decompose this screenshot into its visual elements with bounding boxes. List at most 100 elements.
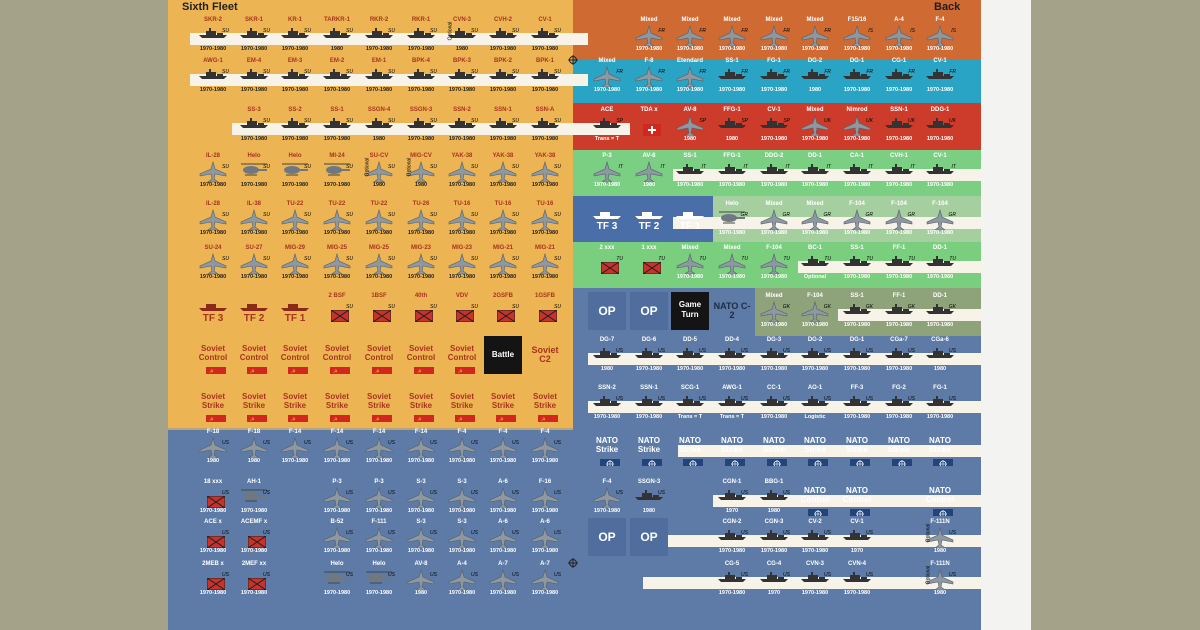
counter[interactable]: CVH-1 IT 1970-1980 [880,152,918,190]
counter[interactable]: NATO Strike [671,428,709,466]
counter[interactable]: AV-8 SP 1980 [671,106,709,144]
counter[interactable]: P-3 US 1970-1980 [318,478,356,516]
counter[interactable]: Mixed GR 1970-1980 [755,200,793,238]
counter[interactable]: EM-3 SU 1970-1980 [276,57,314,95]
counter[interactable]: IL-28 SU 1970-1980 [194,152,232,190]
counter[interactable]: 2MEB x US 1970-1980 [194,560,232,598]
counter[interactable]: Soviet Control ☭ [235,336,273,374]
counter[interactable]: F-14 US 1970-1980 [402,428,440,466]
counter[interactable]: TU-22 SU 1970-1980 [276,200,314,238]
counter[interactable]: SS-1 FR 1970-1980 [713,57,751,95]
counter[interactable]: TU-16 SU 1970-1980 [484,200,522,238]
counter[interactable]: TF 1 [276,292,314,330]
counter[interactable]: NATO Strike [838,428,876,466]
counter[interactable]: Soviet Strike ☭ [484,384,522,422]
counter[interactable]: NATO Control [838,478,876,516]
counter[interactable]: Game Turn [671,292,709,330]
counter[interactable]: DDG-2 IT 1970-1980 [755,152,793,190]
counter[interactable]: F-16 US 1970-1980 [526,478,564,516]
counter[interactable]: DG-2 FR 1980 [796,57,834,95]
counter[interactable]: F-8 FR 1970-1980 [630,57,668,95]
counter[interactable]: SKR-1 SU 1970-1980 [235,16,273,54]
counter[interactable]: NATO Strike [796,428,834,466]
counter[interactable]: Mixed FR 1970-1980 [713,16,751,54]
counter[interactable]: DG-2 US 1970-1980 [796,336,834,374]
counter[interactable]: Soviet Strike ☭ [194,384,232,422]
counter[interactable]: TF 3 [588,200,626,238]
counter[interactable]: TU-16 SU 1970-1980 [526,200,564,238]
counter[interactable]: DG-6 US 1970-1980 [630,336,668,374]
counter[interactable]: RKR-2 SU 1970-1980 [360,16,398,54]
counter[interactable]: TU-16 SU 1970-1980 [443,200,481,238]
counter[interactable]: DD-1 TU 1970-1980 [921,244,959,282]
counter[interactable]: FG-1 US 1970-1980 [921,384,959,422]
counter[interactable]: Soviet Strike ☭ [235,384,273,422]
counter[interactable]: NATO Control [796,478,834,516]
counter[interactable]: CV-1 IT 1970-1980 [921,152,959,190]
counter[interactable]: TDA x [630,106,668,144]
counter[interactable]: CA-1 IT 1970-1980 [838,152,876,190]
counter[interactable]: EM-2 SU 1970-1980 [318,57,356,95]
counter[interactable]: NATO Strike [713,428,751,466]
counter[interactable]: NATO Strike [755,428,793,466]
counter[interactable]: A-6 US 1970-1980 [526,518,564,556]
counter[interactable]: F-104 GR 1970-1980 [838,200,876,238]
counter[interactable]: MIG-21 SU 1970-1980 [484,244,522,282]
counter[interactable]: MIG-21 SU 1970-1980 [526,244,564,282]
counter[interactable]: MIG-23 SU 1970-1980 [402,244,440,282]
counter[interactable]: MI-24 SU 1970-1980 [318,152,356,190]
counter[interactable]: F-18 US 1980 [235,428,273,466]
counter[interactable]: MIG-CV SU 1980 Optional [402,152,440,190]
counter[interactable]: A-6 US 1970-1980 [484,478,522,516]
counter[interactable]: TARKR-1 SU 1980 [318,16,356,54]
counter[interactable]: Mixed FR 1970-1980 [755,16,793,54]
counter[interactable]: Soviet Strike ☭ [276,384,314,422]
counter[interactable]: Mixed GK 1970-1980 [755,292,793,330]
counter[interactable]: TF 3 [194,292,232,330]
counter[interactable]: S-3 US 1970-1980 [402,518,440,556]
counter[interactable]: AV-8 IT 1980 [630,152,668,190]
counter[interactable]: 1 xxx TU [630,244,668,282]
counter[interactable]: Mixed FR 1970-1980 [671,16,709,54]
counter[interactable]: F-111 US 1970-1980 [360,518,398,556]
counter[interactable]: Mixed GR 1970-1980 [796,200,834,238]
counter[interactable]: CGa-6 US 1980 [921,336,959,374]
counter[interactable]: Etendard FR 1970-1980 [671,57,709,95]
counter[interactable]: Soviet Strike ☭ [318,384,356,422]
counter[interactable]: AWG-1 SU 1970-1980 [194,57,232,95]
counter[interactable]: AO-1 US Logistic [796,384,834,422]
counter[interactable]: F-111N US 1980 Optional [921,560,959,598]
counter[interactable]: CV-1 US 1970 [838,518,876,556]
counter[interactable]: MIG-23 SU 1970-1980 [443,244,481,282]
counter[interactable]: BPK-1 SU 1970-1980 [526,57,564,95]
counter[interactable]: CGN-2 US 1970-1980 [713,518,751,556]
counter[interactable]: SS-2 SU 1970-1980 [276,106,314,144]
counter[interactable]: OP [630,292,668,330]
counter[interactable]: SSN-A SU 1970-1980 [526,106,564,144]
counter[interactable]: SSN-1 UK 1970-1980 [880,106,918,144]
counter[interactable]: Soviet Strike ☭ [402,384,440,422]
counter[interactable]: SS-3 SU 1970-1980 [235,106,273,144]
counter[interactable]: F-4 US 1970-1980 [588,478,626,516]
counter[interactable]: TU-22 SU 1970-1980 [360,200,398,238]
counter[interactable]: OP [588,292,626,330]
counter[interactable]: Mixed FR 1970-1980 [796,16,834,54]
counter[interactable]: DG-3 US 1970-1980 [755,336,793,374]
counter[interactable]: YAK-38 SU 1970-1980 [484,152,522,190]
counter[interactable]: DD-1 IT 1970-1980 [796,152,834,190]
counter[interactable]: F-18 US 1980 [194,428,232,466]
counter[interactable]: CV-1 SU 1970-1980 [526,16,564,54]
counter[interactable]: 18 xxx US 1970-1980 [194,478,232,516]
counter[interactable]: IL-28 SU 1970-1980 [194,200,232,238]
counter[interactable]: SSN-1 US 1970-1980 [630,384,668,422]
counter[interactable]: Helo US 1970-1980 [318,560,356,598]
counter[interactable]: Mixed TU 1970-1980 [713,244,751,282]
counter[interactable]: SS-1 TU 1970-1980 [838,244,876,282]
counter[interactable]: CVN-3 US 1970-1980 [796,560,834,598]
counter[interactable]: CV-1 SP 1970-1980 [755,106,793,144]
counter[interactable]: DD-4 US 1970-1980 [713,336,751,374]
counter[interactable]: Soviet C2 [526,336,564,374]
counter[interactable]: F-14 US 1970-1980 [276,428,314,466]
counter[interactable]: RKR-1 SU 1970-1980 [402,16,440,54]
counter[interactable]: SKR-2 SU 1970-1980 [194,16,232,54]
